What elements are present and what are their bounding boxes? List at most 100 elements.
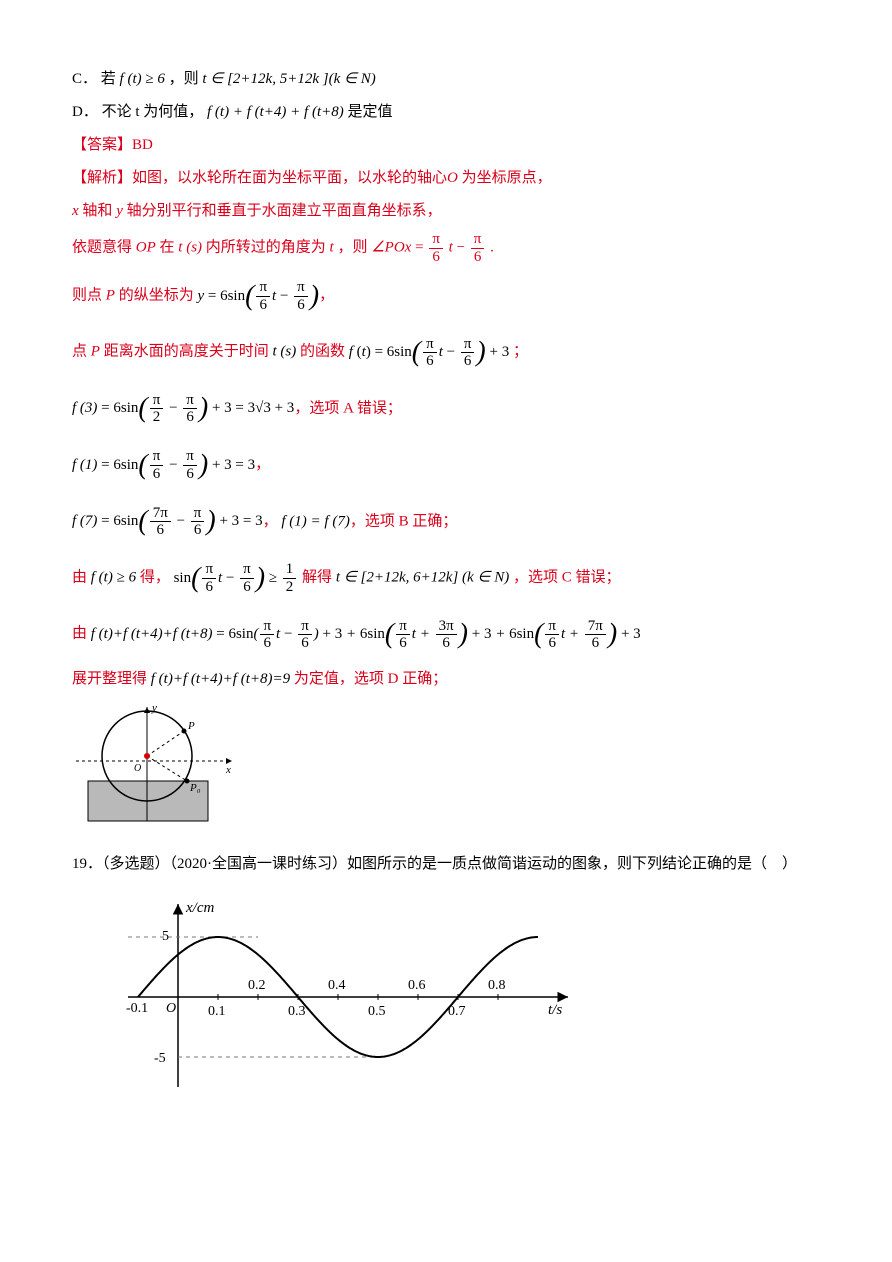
pi-n: π [432, 231, 440, 247]
f7res: = 3 [239, 513, 262, 529]
exp-4-comma: ， [319, 288, 334, 304]
sum-line: 由 f (t)+f (t+4)+f (t+8) = 6sin(π6t − π6)… [72, 609, 820, 659]
f1comma: ， [255, 457, 270, 473]
option-d: D． 不论 t 为何值， f (t) + f (t+4) + f (t+8) 是… [72, 99, 820, 126]
lbl-O: O [134, 763, 141, 774]
pS1b: π [301, 618, 309, 634]
pf7b: π [194, 505, 202, 521]
p4b: π [297, 279, 305, 295]
hd: 2 [283, 579, 297, 596]
exp-3b: OP [136, 239, 156, 255]
f3-expr: f (3) = 6sin(π2 − π6) + 3 = 3√3 + 3 [72, 400, 294, 416]
opt-c-cond: f (t) ≥ 6 [120, 71, 165, 87]
m5: − [443, 344, 459, 360]
exp-2b: 轴和 [79, 203, 117, 219]
exp-5e: 的函数 [296, 344, 349, 360]
ineq-a: 由 [72, 570, 91, 586]
exp-5-semi: ； [509, 344, 528, 360]
figure-sine: x/cm t/s 5 -5 -0.1 O 0.10.20.30.40.50.60… [108, 892, 820, 1112]
ineq-b: f (t) ≥ 6 [91, 570, 136, 586]
exp-line-5: 点 P 距离水面的高度关于时间 t (s) 的函数 f (t) = 6sin(π… [72, 327, 820, 377]
exp-2d: 轴分别平行和垂直于水面建立平面直角坐标系， [123, 203, 442, 219]
pS3b: π [595, 618, 603, 634]
svg-text:0.4: 0.4 [328, 978, 346, 993]
f7-line: f (7) = 6sin(7π6 − π6) + 3 = 3， f (1) = … [72, 497, 820, 547]
exp-3e: 内所转过的角度为 [202, 239, 330, 255]
pf1a: π [153, 448, 161, 464]
sum-tB: f (t)+f (t+4)+f (t+8)=9 [151, 671, 290, 687]
f7-expr: f (7) = 6sin(7π6 − π6) + 3 = 3 [72, 513, 263, 529]
exp-3-minus: − [457, 239, 469, 255]
pf3b: π [186, 392, 194, 408]
opt-c-pre: 若 [101, 71, 120, 87]
option-c: C． 若 f (t) ≥ 6 ，则 t ∈ [2+12k, 5+12k ](k … [72, 66, 820, 93]
exp-2a: x [72, 203, 79, 219]
p4a: π [259, 279, 267, 295]
pS2a: π [399, 618, 407, 634]
exp-2c: y [116, 203, 123, 219]
exp-5d: t (s) [272, 344, 296, 360]
pf7a: π [160, 505, 168, 521]
pIa: π [205, 561, 213, 577]
exp-3a: 依题意得 [72, 239, 136, 255]
sine-neg: -0.1 [126, 1001, 148, 1016]
p3S3: + 3 [617, 626, 640, 642]
p3S2: + 3 [468, 626, 491, 642]
svg-text:0.6: 0.6 [408, 978, 426, 993]
6sinS1: 6sin [228, 626, 253, 642]
exp-3g: ，则 [334, 239, 372, 255]
6sinf1: 6sin [113, 457, 138, 473]
svg-text:0.5: 0.5 [368, 1004, 386, 1019]
mf3: − [165, 400, 181, 416]
opt-c-label: C． [72, 71, 97, 87]
q19-text: 如图所示的是一质点做简谐运动的图象，则下列结论正确的是（ ） [347, 856, 797, 872]
opt-d-expr: f (t) + f (t+4) + f (t+8) [207, 104, 344, 120]
svg-text:0.2: 0.2 [248, 978, 266, 993]
p5b: π [464, 336, 472, 352]
mf7: − [173, 513, 189, 529]
f1eqf7: f (1) = f (7) [281, 513, 349, 529]
sine-ylabel: x/cm [185, 900, 214, 916]
eqf7: = [97, 513, 113, 529]
q19-tag: （多选题）（2020·全国高一课时练习） [102, 856, 347, 872]
sine-O: O [166, 1001, 176, 1016]
question-19: 19．（多选题）（2020·全国高一课时练习）如图所示的是一质点做简谐运动的图象… [72, 851, 820, 878]
ineq-line: 由 f (t) ≥ 6 得， sin(π6t − π6) ≥ 12 解得 t ∈… [72, 553, 820, 603]
opt-c-mid: ，则 [169, 71, 203, 87]
exp-3-t: t [449, 239, 453, 255]
f1: f (1) [72, 457, 97, 473]
sinI: sin [174, 570, 192, 586]
pf3a: π [153, 392, 161, 408]
waterwheel-svg: y x P P₀ O [72, 701, 242, 831]
sum-tA: 展开整理得 [72, 671, 151, 687]
lbl-y: y [151, 702, 157, 714]
f7comma: ， [263, 513, 278, 529]
exp-3d: t (s) [178, 239, 202, 255]
f3-line: f (3) = 6sin(π2 − π6) + 3 = 3√3 + 3，选项 A… [72, 384, 820, 434]
answer-label: 【答案】 [72, 137, 132, 153]
p35: + 3 [486, 344, 509, 360]
f3tail: ，选项 A 错误； [294, 400, 402, 416]
opt-d-label: D． [72, 104, 98, 120]
sine-svg: x/cm t/s 5 -5 -0.1 O 0.10.20.30.40.50.60… [108, 892, 588, 1102]
ineq-d: 解得 [302, 570, 336, 586]
exp-3-dot: . [490, 239, 494, 255]
exp-line-2: x 轴和 y 轴分别平行和垂直于水面建立平面直角坐标系， [72, 198, 820, 225]
p3f3: + 3 [208, 400, 231, 416]
sum-tail: 展开整理得 f (t)+f (t+4)+f (t+8)=9 为定值，选项 D 正… [72, 666, 820, 693]
exp-5a: 点 [72, 344, 91, 360]
6sinS3: 6sin [509, 626, 534, 642]
svg-text:0.7: 0.7 [448, 1004, 466, 1019]
p5a: π [426, 336, 434, 352]
eq5: = [371, 344, 387, 360]
sine-ymax: 5 [162, 929, 169, 944]
pIb: π [243, 561, 251, 577]
exp-5b: P [91, 344, 100, 360]
exp-3c: 在 [156, 239, 179, 255]
f3: f (3) [72, 400, 97, 416]
mf1: − [165, 457, 181, 473]
svg-text:0.8: 0.8 [488, 978, 506, 993]
sum-a: 由 [72, 626, 91, 642]
svg-text:0.3: 0.3 [288, 1004, 306, 1019]
exp-line-4: 则点 P 的纵坐标为 y = 6sin(π6t − π6)， [72, 271, 820, 321]
